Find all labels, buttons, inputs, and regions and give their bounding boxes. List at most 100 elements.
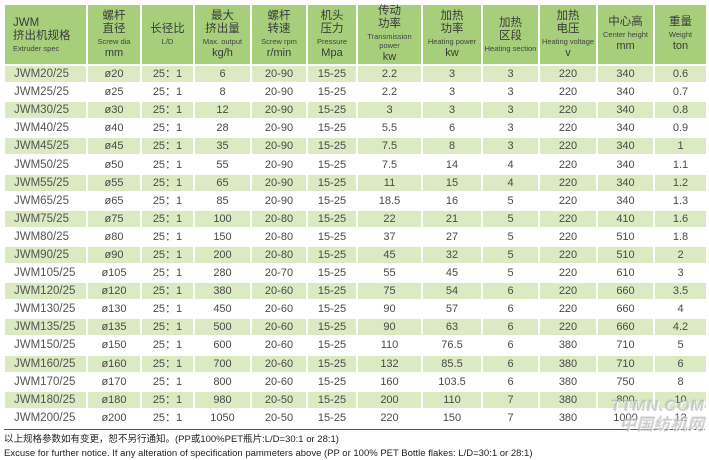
table-cell: 220 [538,190,598,211]
footer-note-cn: 以上规格参数如有变更，恕不另行通知。(PP或100%PET瓶片:L/D=30:1… [4,434,339,445]
table-cell: 37 [356,226,423,247]
table-cell: 103.5 [421,371,483,392]
table-cell: 20-90 [250,82,308,103]
table-cell: 3 [481,100,540,121]
table-cell: 200 [193,244,252,266]
table-cell: 5 [481,208,540,229]
table-cell: 20-90 [250,136,308,157]
spec-model-cell: JWM135/25 [3,317,88,338]
table-cell: 15-25 [306,136,358,157]
table-cell: 20-80 [250,244,308,266]
table-cell: 6 [481,317,540,338]
table-cell: 20-60 [250,299,308,320]
table-cell: ø20 [86,63,142,85]
table-cell: 800 [596,389,655,410]
table-cell: 150 [421,407,483,428]
table-cell: 3 [356,100,423,121]
column-header: 传动 功率 Transmission power kw [356,3,423,66]
table-cell: 15-25 [306,208,358,229]
table-row: JWM170/25 ø170 25：1 800 20-60 15-25 160 103.5 6 3… [3,371,708,392]
table-cell: 20-60 [250,371,308,392]
table-cell: 510 [596,226,655,247]
table-cell: 3 [421,100,483,121]
table-row: JWM80/25 ø80 25：1 150 20-80 15-25 37 27 5 220 510 1… [3,226,708,247]
table-cell: 76.5 [421,335,483,356]
spec-model-cell: JWM160/25 [3,353,88,374]
spec-model-cell: JWM200/25 [3,407,88,428]
table-cell: 0.9 [653,118,708,139]
table-cell: 980 [193,389,252,410]
table-cell: 22 [356,208,423,229]
table-cell: 7.5 [356,136,423,157]
table-cell: ø150 [86,335,142,356]
table-cell: 3 [653,263,708,284]
table-row: JWM65/25 ø65 25：1 85 20-90 15-25 18.5 16 5 220 340… [3,190,708,211]
table-cell: 0.6 [653,63,708,85]
table-cell: ø80 [86,226,142,247]
table-row: JWM75/25 ø75 25：1 100 20-80 15-25 22 21 5 220 410 1… [3,208,708,229]
table-cell: 132 [356,353,423,374]
table-cell: 54 [421,281,483,302]
table-cell: 110 [421,389,483,410]
table-cell: 20-90 [250,172,308,193]
table-cell: 15-25 [306,190,358,211]
table-cell: 25：1 [140,190,195,211]
table-cell: 5 [653,335,708,356]
table-cell: 340 [596,63,655,85]
table-cell: 6 [193,63,252,85]
spec-model-cell: JWM40/25 [3,118,88,139]
table-cell: 1 [653,136,708,157]
table-cell: 5 [481,244,540,266]
spec-model-cell: JWM25/25 [3,82,88,103]
table-cell: 3 [481,63,540,85]
spec-model-cell: JWM65/25 [3,190,88,211]
table-cell: 25：1 [140,281,195,302]
table-cell: 340 [596,172,655,193]
table-cell: 2.2 [356,63,423,85]
table-cell: 16 [421,190,483,211]
column-header: 加热 电压 Heating voltage v [538,3,598,66]
table-cell: 20-90 [250,63,308,85]
table-row: JWM90/25 ø90 25：1 200 20-80 15-25 45 32 5 220 510 2 [3,244,708,266]
footer-notes: 以上规格参数如有变更，恕不另行通知。(PP或100%PET瓶片:L/D=30:1… [4,429,705,460]
table-cell: 660 [596,281,655,302]
table-cell: 25：1 [140,154,195,175]
table-row: JWM40/25 ø40 25：1 28 20-90 15-25 5.5 6 3 220 340 0.… [3,118,708,139]
table-cell: 25：1 [140,407,195,428]
table-cell: ø105 [86,263,142,284]
table-cell: 15-25 [306,244,358,266]
table-cell: 20-60 [250,335,308,356]
table-cell: 380 [538,335,598,356]
table-cell: 15-25 [306,407,358,428]
table-cell: 15-25 [306,299,358,320]
table-cell: 600 [193,335,252,356]
table-cell: 25：1 [140,100,195,121]
table-cell: 2 [653,244,708,266]
table-cell: 200 [356,389,423,410]
table-cell: 220 [538,281,598,302]
table-cell: ø75 [86,208,142,229]
table-cell: 280 [193,263,252,284]
spec-model-cell: JWM150/25 [3,335,88,356]
table-cell: 20-50 [250,389,308,410]
table-cell: 5 [481,190,540,211]
table-cell: 90 [356,317,423,338]
table-cell: 1.3 [653,190,708,211]
table-cell: 3 [481,118,540,139]
table-row: JWM105/25 ø105 25：1 280 20-70 15-25 55 45 5 220 61… [3,263,708,284]
table-cell: 5 [481,263,540,284]
table-row: JWM160/25 ø160 25：1 700 20-60 15-25 132 85.5 6 38… [3,353,708,374]
table-cell: 220 [538,244,598,266]
table-cell: ø50 [86,154,142,175]
table-cell: 6 [481,299,540,320]
table-row: JWM30/25 ø30 25：1 12 20-90 15-25 3 3 3 220 340 0.8 [3,100,708,121]
table-cell: 7 [481,407,540,428]
table-cell: 160 [356,371,423,392]
table-cell: ø40 [86,118,142,139]
table-row: JWM45/25 ø45 25：1 35 20-90 15-25 7.5 8 3 220 340 1 [3,136,708,157]
table-cell: 340 [596,190,655,211]
table-cell: 8 [653,371,708,392]
table-cell: 20-90 [250,154,308,175]
table-cell: 25：1 [140,226,195,247]
table-cell: 25：1 [140,63,195,85]
